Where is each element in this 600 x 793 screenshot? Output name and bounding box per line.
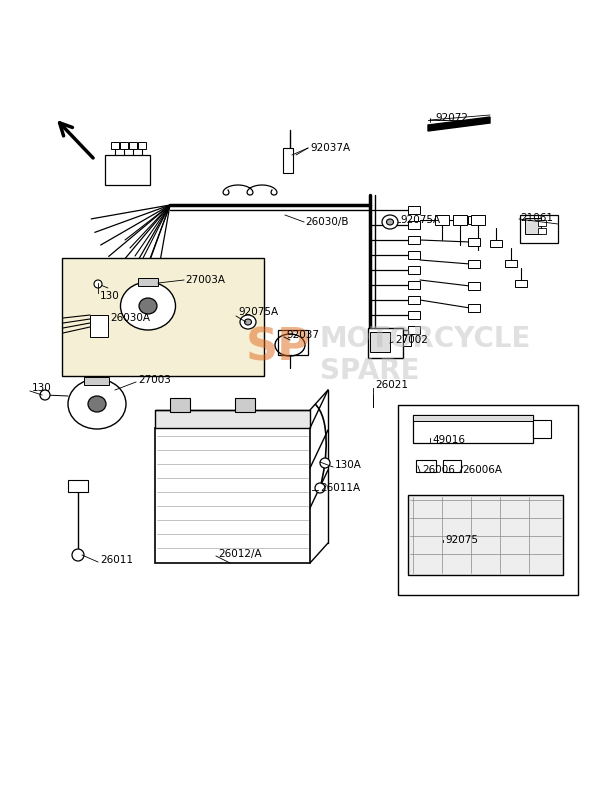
- Bar: [129, 142, 137, 149]
- Text: 92037A: 92037A: [310, 143, 350, 153]
- Bar: [468, 216, 480, 224]
- Bar: [490, 240, 502, 247]
- Bar: [111, 142, 119, 149]
- Text: 130A: 130A: [335, 460, 362, 470]
- Bar: [368, 328, 403, 358]
- Bar: [471, 215, 485, 225]
- Bar: [398, 405, 578, 595]
- Circle shape: [94, 280, 102, 288]
- Bar: [283, 148, 293, 173]
- Circle shape: [315, 483, 325, 493]
- Bar: [120, 142, 128, 149]
- Ellipse shape: [68, 379, 126, 429]
- Text: 92075A: 92075A: [400, 215, 440, 225]
- Bar: [515, 280, 527, 287]
- Text: SP: SP: [245, 327, 310, 370]
- Bar: [416, 460, 436, 472]
- Bar: [408, 251, 420, 259]
- Text: 130: 130: [100, 291, 120, 301]
- Bar: [520, 215, 558, 243]
- Ellipse shape: [121, 282, 176, 330]
- Bar: [370, 332, 390, 352]
- Ellipse shape: [88, 396, 106, 412]
- Bar: [453, 215, 467, 225]
- Text: 26012/A: 26012/A: [218, 549, 262, 559]
- Bar: [533, 420, 551, 438]
- Text: 130: 130: [32, 383, 52, 393]
- Ellipse shape: [386, 219, 394, 225]
- Text: 21061: 21061: [520, 213, 553, 223]
- Ellipse shape: [245, 319, 251, 325]
- Text: 26030/B: 26030/B: [305, 217, 349, 227]
- Text: 26011A: 26011A: [320, 483, 360, 493]
- Bar: [155, 410, 310, 428]
- Circle shape: [72, 549, 84, 561]
- Bar: [408, 236, 420, 244]
- Bar: [105, 155, 150, 185]
- Circle shape: [40, 390, 50, 400]
- Bar: [84, 377, 109, 385]
- Text: 27003A: 27003A: [185, 275, 225, 285]
- Polygon shape: [428, 117, 490, 131]
- Text: MOTORCYCLE
SPARE: MOTORCYCLE SPARE: [320, 325, 532, 385]
- Bar: [62, 258, 264, 376]
- Bar: [408, 281, 420, 289]
- Text: 92072: 92072: [435, 113, 468, 123]
- Bar: [235, 398, 255, 412]
- Text: 26006: 26006: [422, 465, 455, 475]
- Bar: [278, 330, 308, 355]
- Ellipse shape: [240, 315, 256, 329]
- Bar: [90, 315, 108, 337]
- Bar: [525, 218, 541, 234]
- Bar: [408, 311, 420, 319]
- Bar: [413, 415, 533, 443]
- Bar: [408, 326, 420, 334]
- Bar: [413, 415, 533, 421]
- Text: 26030A: 26030A: [110, 313, 150, 323]
- Bar: [538, 220, 546, 226]
- Bar: [435, 215, 449, 225]
- Bar: [138, 142, 146, 149]
- Circle shape: [320, 458, 330, 468]
- Bar: [468, 260, 480, 268]
- Bar: [138, 278, 158, 286]
- Text: 49016: 49016: [432, 435, 465, 445]
- Bar: [408, 266, 420, 274]
- Bar: [170, 398, 190, 412]
- Bar: [468, 238, 480, 246]
- Text: 27003: 27003: [138, 375, 171, 385]
- Bar: [505, 260, 517, 267]
- Bar: [408, 495, 563, 575]
- Text: 27002: 27002: [395, 335, 428, 345]
- Bar: [538, 228, 546, 234]
- Text: 26006A: 26006A: [462, 465, 502, 475]
- Ellipse shape: [139, 298, 157, 314]
- Text: 92075: 92075: [445, 535, 478, 545]
- Bar: [468, 304, 480, 312]
- Bar: [443, 460, 461, 472]
- Bar: [408, 206, 420, 214]
- Text: 92037: 92037: [286, 330, 319, 340]
- Bar: [408, 221, 420, 229]
- Text: 26011: 26011: [100, 555, 133, 565]
- Bar: [468, 282, 480, 290]
- Bar: [68, 480, 88, 492]
- Ellipse shape: [382, 215, 398, 229]
- Text: 92075A: 92075A: [238, 307, 278, 317]
- Bar: [403, 334, 411, 346]
- Text: 26021: 26021: [375, 380, 408, 390]
- Bar: [155, 428, 310, 563]
- Bar: [408, 296, 420, 304]
